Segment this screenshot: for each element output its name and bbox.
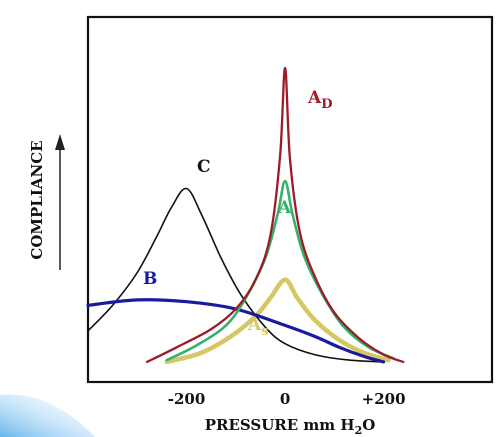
series-label-a: A [277, 198, 292, 218]
series-line-c [87, 187, 385, 363]
series-label-as: As [247, 315, 269, 339]
series-label-c: C [197, 157, 211, 177]
corner-glow [0, 394, 95, 437]
plot-frame [86, 15, 494, 384]
x-tick-label: 0 [280, 390, 290, 408]
series-line-b [86, 298, 386, 364]
x-tick-label: +200 [362, 390, 406, 408]
series-group [86, 66, 405, 365]
series-label-ad: AD [307, 88, 332, 112]
x-tick-label: -200 [168, 390, 206, 408]
y-axis-arrow-head [55, 134, 65, 150]
x-tick-labels: -200 0 +200 [168, 390, 406, 408]
series-line-ad [145, 66, 405, 364]
y-axis-title: COMPLIANCE [28, 140, 46, 259]
series-line-a [165, 179, 395, 362]
x-axis-title: PRESSURE mm H2O [205, 416, 376, 437]
series-line-as [164, 277, 391, 365]
series-label-b: B [143, 269, 157, 289]
series-labels: AD A As B C [143, 88, 332, 339]
